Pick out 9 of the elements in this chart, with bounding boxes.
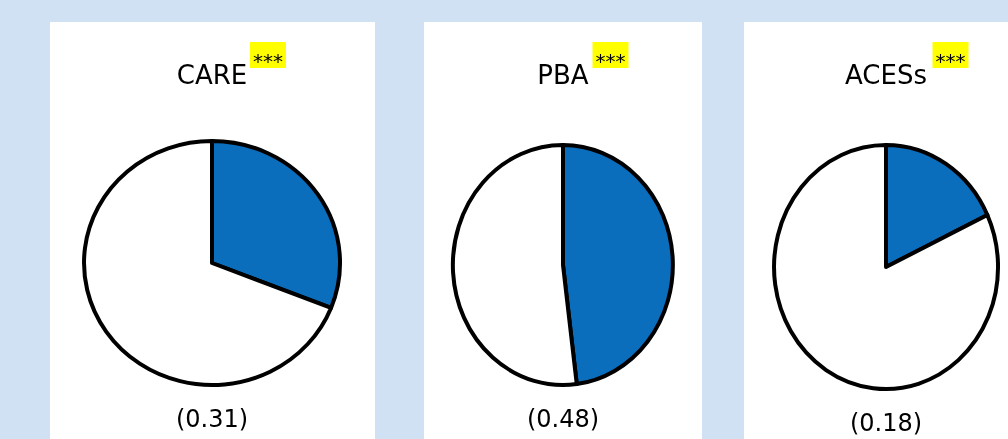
chart-title: CARE: [176, 60, 248, 90]
text: (0.48): [526, 405, 600, 433]
text: (0.18): [849, 409, 923, 437]
text: ***: [253, 49, 283, 73]
text: ***: [595, 49, 626, 73]
chart-title: ACESs: [845, 60, 927, 90]
chart-title: PBA: [537, 60, 589, 90]
text: (0.31): [175, 405, 249, 433]
text: ***: [935, 49, 966, 73]
